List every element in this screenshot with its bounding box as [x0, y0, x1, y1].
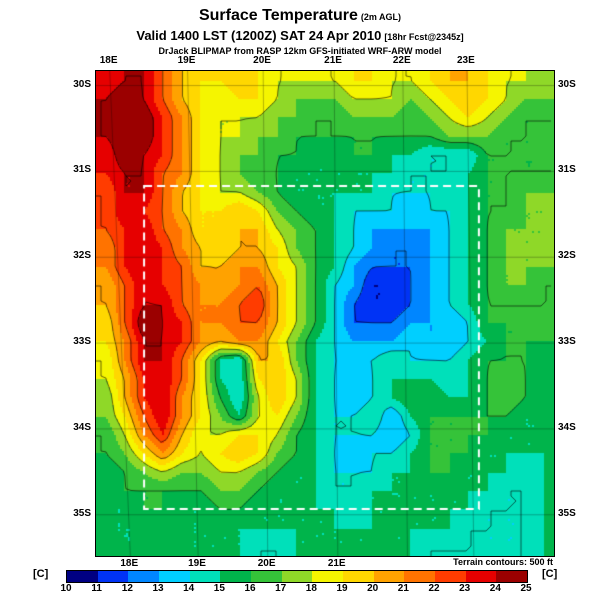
colorbar-tick-label: 16: [244, 583, 256, 594]
units-label-right: [C]: [542, 568, 558, 580]
colorbar-tick-label: 21: [397, 583, 409, 594]
colorbar-cell: [281, 571, 313, 582]
chart-title: Surface Temperature: [198, 7, 358, 24]
lat-tick-label-right: 32S: [558, 250, 576, 262]
lat-tick-label-right: 30S: [558, 78, 576, 90]
lon-tick-label-bottom: 19E: [188, 558, 206, 569]
model-attribution: DrJack BLIPMAP from RASP 12km GFS-initia…: [158, 46, 442, 57]
terrain-contours-note: Terrain contours: 500 ft: [453, 557, 553, 567]
lat-tick-label-right: 35S: [558, 507, 576, 519]
lat-tick-label-left: 32S: [73, 250, 91, 262]
lat-tick-label-left: 31S: [73, 164, 91, 176]
valid-time-line: Valid 1400 LST (1200Z) SAT 24 Apr 2010 [1…: [0, 28, 600, 44]
valid-time: Valid 1400 LST (1200Z) SAT 24 Apr 2010: [136, 28, 382, 43]
chart-header: Surface Temperature (2m AGL) Valid 1400 L…: [0, 6, 600, 58]
colorbar-tick-label: 15: [213, 583, 225, 594]
colorbar-tick-label: 19: [336, 583, 348, 594]
lat-tick-label-left: 34S: [73, 421, 91, 433]
lat-tick-label-left: 30S: [73, 78, 91, 90]
colorbar-cell: [343, 571, 374, 582]
colorbar-tick-label: 12: [121, 583, 133, 594]
colorbar-cell: [220, 571, 252, 582]
lon-tick-label-top: 19E: [177, 55, 196, 66]
colorbar-cell: [159, 571, 190, 582]
colorbar-cell: [435, 571, 466, 582]
colorbar-cell: [67, 571, 98, 582]
forecast-note: [18hr Fcst@2345z]: [384, 32, 464, 42]
lon-tick-label-top: 21E: [324, 55, 342, 66]
color-scale: [66, 570, 528, 583]
colorbar-cell: [373, 571, 405, 582]
colorbar-cell: [496, 571, 528, 582]
chart-title-line: Surface Temperature (2m AGL): [0, 6, 600, 26]
colorbar-cell: [404, 571, 436, 582]
colorbar-tick-label: 11: [91, 583, 102, 594]
colorbar-tick-label: 10: [60, 583, 72, 594]
lon-tick-label-top: 18E: [99, 55, 118, 66]
lon-tick-label-bottom: 20E: [257, 558, 276, 569]
temperature-field-canvas: [96, 71, 554, 556]
colorbar-tick-label: 18: [305, 583, 317, 594]
lon-tick-label-top: 23E: [456, 55, 475, 66]
colorbar-tick-label: 23: [459, 583, 471, 594]
colorbar-cell: [97, 571, 129, 582]
colorbar-tick-label: 13: [152, 583, 164, 594]
colorbar-tick-label: 25: [520, 583, 532, 594]
colorbar-tick-label: 24: [489, 583, 501, 594]
colorbar-tick-label: 17: [275, 583, 287, 594]
colorbar-tick-label: 14: [183, 583, 195, 594]
colorbar-cell: [189, 571, 221, 582]
chart-title-note: (2m AGL): [360, 12, 402, 22]
lat-tick-label-right: 31S: [558, 164, 576, 176]
colorbar-cell: [312, 571, 344, 582]
lon-tick-label-bottom: 18E: [120, 558, 139, 569]
lat-tick-label-left: 35S: [73, 507, 91, 519]
lon-tick-label-bottom: 21E: [327, 558, 346, 569]
colorbar-tick-label: 22: [428, 583, 440, 594]
units-label-left: [C]: [33, 568, 49, 580]
lon-tick-label-top: 20E: [253, 55, 271, 66]
lat-tick-label-left: 33S: [73, 336, 91, 348]
colorbar-cell: [251, 571, 282, 582]
colorbar-cell: [128, 571, 160, 582]
colorbar-tick-label: 20: [367, 583, 379, 594]
lat-tick-label-right: 33S: [558, 336, 576, 348]
lon-tick-label-top: 22E: [392, 55, 411, 66]
map-plot-area: [95, 70, 555, 557]
lat-tick-label-right: 34S: [558, 421, 576, 433]
colorbar-cell: [465, 571, 497, 582]
